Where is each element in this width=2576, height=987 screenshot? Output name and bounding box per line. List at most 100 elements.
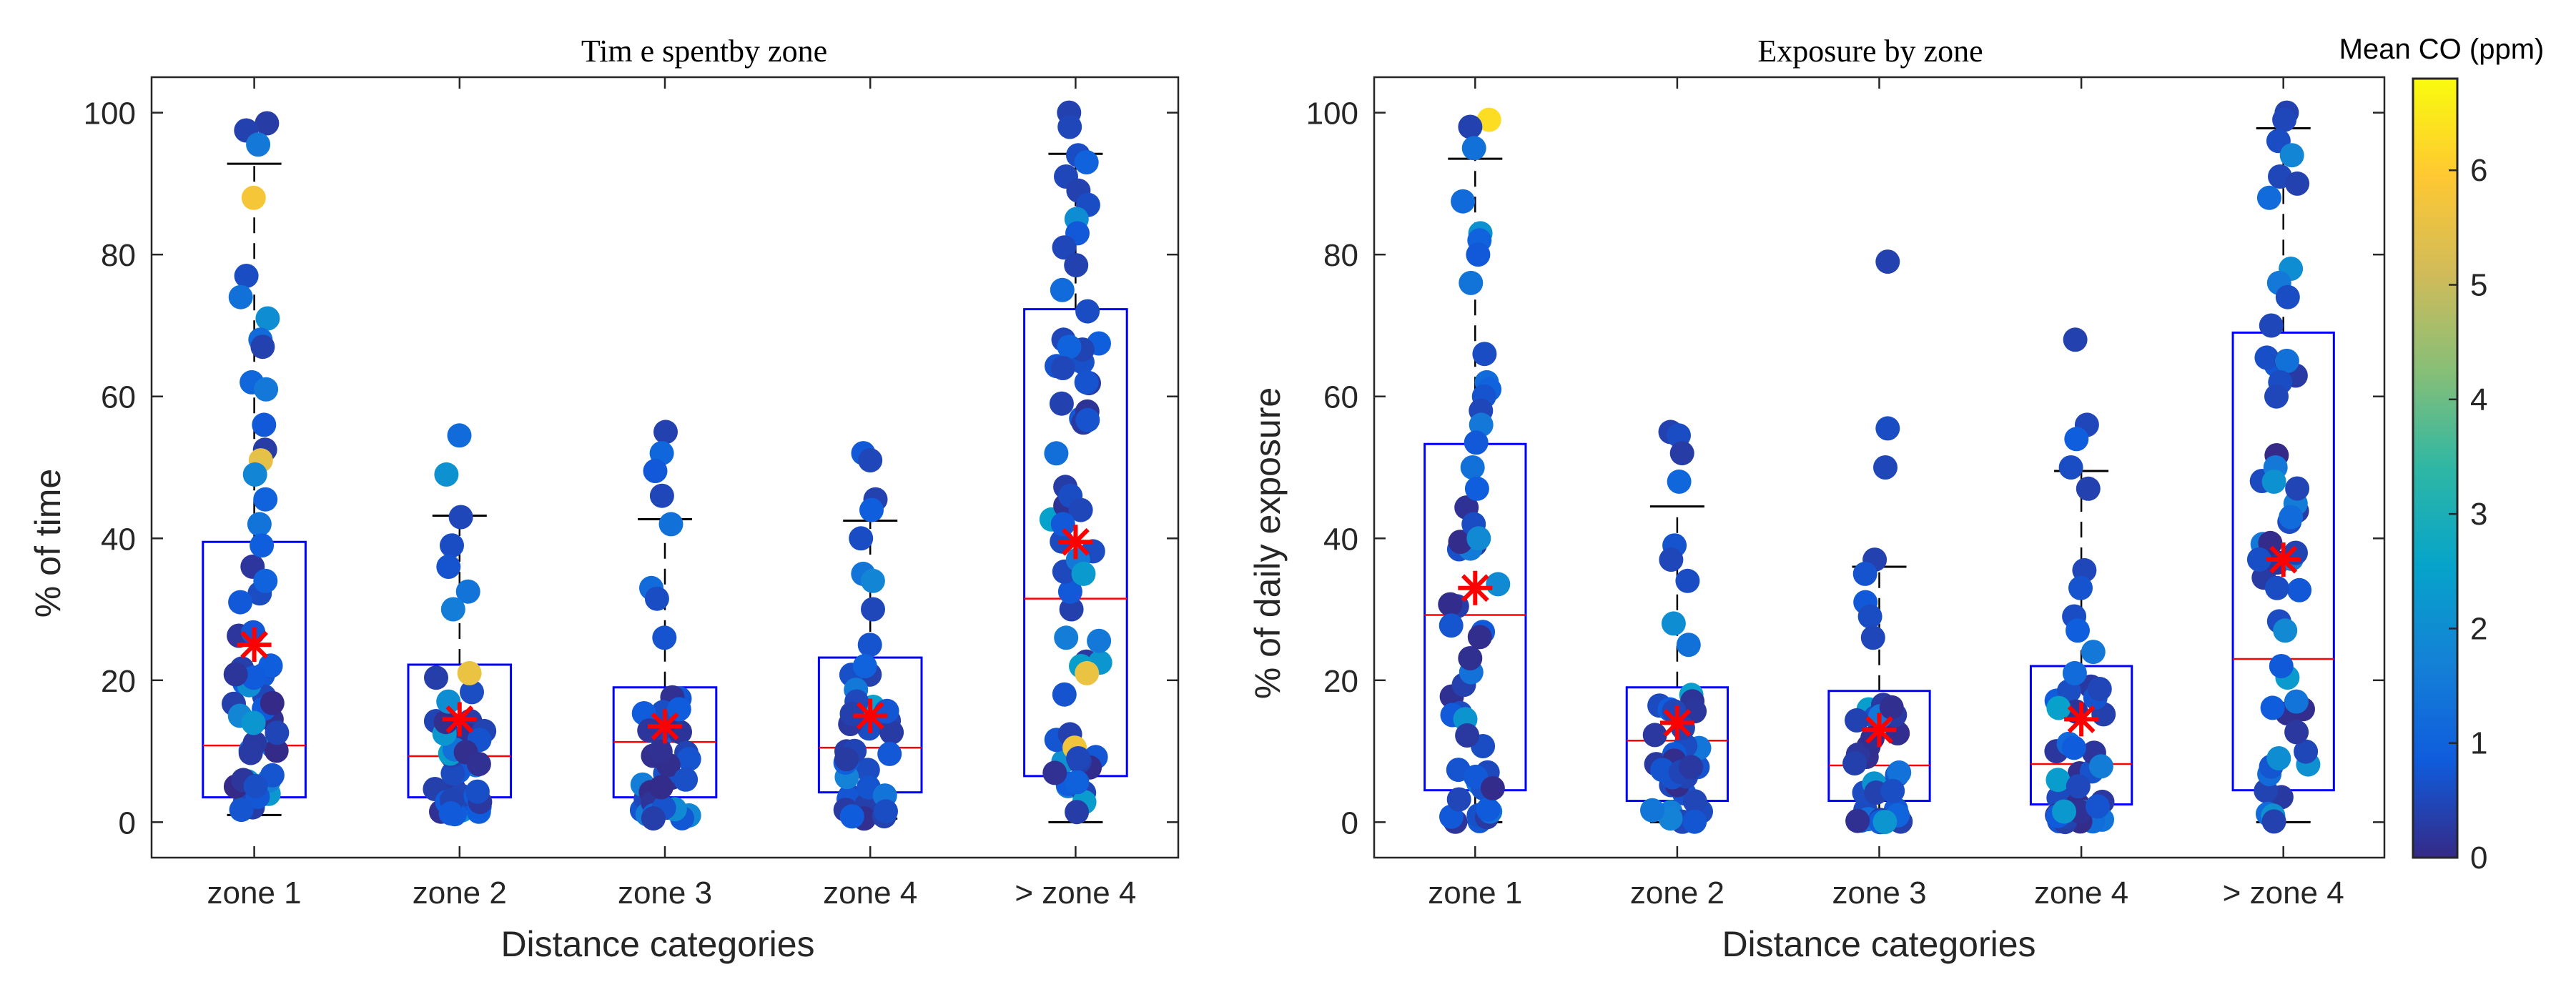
data-point bbox=[1659, 547, 1684, 572]
data-point bbox=[1875, 416, 1900, 441]
data-point bbox=[424, 665, 448, 690]
data-point bbox=[2062, 660, 2087, 685]
data-point bbox=[1050, 277, 1075, 302]
x-axis-label: Distance categories bbox=[500, 924, 814, 964]
x-tick-label: zone 1 bbox=[1428, 876, 1522, 911]
data-point bbox=[2064, 427, 2089, 452]
data-point bbox=[258, 653, 283, 678]
data-point bbox=[2279, 143, 2304, 168]
data-point bbox=[2088, 754, 2113, 779]
data-point bbox=[1448, 530, 1473, 555]
data-point bbox=[1075, 407, 1100, 432]
data-point bbox=[1464, 476, 1489, 501]
mean-marker bbox=[1458, 570, 1493, 605]
data-point bbox=[1464, 764, 1488, 789]
y-tick-label: 20 bbox=[1323, 664, 1358, 699]
data-point bbox=[434, 462, 459, 487]
data-point bbox=[1068, 497, 1093, 522]
y-tick-label: 100 bbox=[84, 96, 136, 132]
colorbar-tick-label: 3 bbox=[2470, 497, 2487, 532]
data-point bbox=[1845, 808, 1870, 833]
data-point bbox=[1057, 579, 1082, 604]
data-point bbox=[250, 334, 275, 359]
data-point bbox=[2285, 171, 2310, 196]
x-tick-label: > zone 4 bbox=[1015, 876, 1136, 911]
data-point bbox=[1459, 270, 1484, 295]
data-point bbox=[1476, 107, 1501, 132]
chart-title: Exposure by zone bbox=[1757, 34, 1983, 69]
data-point bbox=[1455, 723, 1480, 748]
y-axis-label: % of daily exposure bbox=[1248, 387, 1288, 699]
data-point bbox=[241, 185, 266, 210]
x-tick-label: zone 2 bbox=[1630, 876, 1724, 911]
data-point bbox=[2259, 313, 2284, 338]
data-point bbox=[253, 487, 278, 512]
data-point bbox=[234, 264, 259, 288]
data-point bbox=[460, 680, 484, 705]
data-point bbox=[1065, 770, 1090, 795]
data-point bbox=[2254, 345, 2279, 370]
mean-marker bbox=[442, 702, 477, 737]
data-point bbox=[2261, 809, 2286, 834]
data-point bbox=[2275, 284, 2300, 309]
data-point bbox=[1466, 242, 1491, 267]
data-point bbox=[643, 459, 668, 483]
data-point bbox=[1676, 633, 1701, 658]
data-point bbox=[229, 798, 254, 823]
data-point bbox=[2066, 774, 2091, 799]
data-point bbox=[436, 689, 461, 714]
data-point bbox=[2061, 735, 2086, 760]
data-point bbox=[2269, 654, 2294, 678]
data-point bbox=[1875, 249, 1900, 274]
data-point bbox=[1054, 625, 1079, 650]
data-point bbox=[874, 799, 898, 824]
data-point bbox=[648, 775, 673, 800]
x-axis-label: Distance categories bbox=[1722, 924, 2035, 964]
data-point bbox=[2285, 476, 2310, 501]
data-point bbox=[260, 690, 285, 715]
data-point bbox=[2260, 695, 2285, 720]
data-point bbox=[849, 526, 874, 551]
data-point bbox=[2076, 476, 2101, 501]
data-point bbox=[1458, 114, 1483, 139]
data-point bbox=[1059, 597, 1084, 622]
data-point bbox=[1880, 778, 1905, 803]
data-point bbox=[2264, 384, 2289, 409]
data-point bbox=[242, 462, 267, 487]
data-point bbox=[440, 761, 465, 786]
data-point bbox=[238, 740, 263, 765]
data-point bbox=[1049, 391, 1074, 416]
data-point bbox=[653, 420, 678, 445]
data-point bbox=[834, 747, 859, 772]
data-point bbox=[855, 758, 880, 783]
data-point bbox=[265, 720, 290, 745]
data-point bbox=[1658, 806, 1683, 831]
data-point bbox=[255, 306, 280, 331]
mean-marker bbox=[1659, 705, 1694, 740]
data-point bbox=[860, 568, 885, 593]
data-point bbox=[241, 665, 266, 690]
data-point bbox=[676, 747, 701, 772]
data-point bbox=[466, 752, 491, 776]
data-point bbox=[1075, 660, 1100, 685]
data-point bbox=[2256, 185, 2281, 210]
data-point bbox=[1075, 299, 1100, 324]
y-tick-label: 60 bbox=[1323, 380, 1358, 415]
data-point bbox=[1480, 775, 1505, 800]
data-point bbox=[1857, 604, 1882, 629]
data-point bbox=[648, 739, 673, 764]
y-tick-label: 40 bbox=[101, 522, 136, 557]
data-point bbox=[641, 806, 666, 831]
data-point bbox=[874, 698, 899, 723]
data-point bbox=[1057, 334, 1082, 359]
data-point bbox=[436, 555, 461, 579]
data-point bbox=[455, 579, 480, 604]
data-point bbox=[2052, 799, 2076, 824]
data-point bbox=[241, 710, 266, 735]
data-point bbox=[2284, 689, 2309, 714]
data-point bbox=[1057, 114, 1082, 139]
data-point bbox=[1074, 150, 1099, 175]
data-point bbox=[2068, 575, 2093, 600]
chart-exposure: Exposure by zone Distance categories % o… bbox=[1248, 34, 2386, 964]
